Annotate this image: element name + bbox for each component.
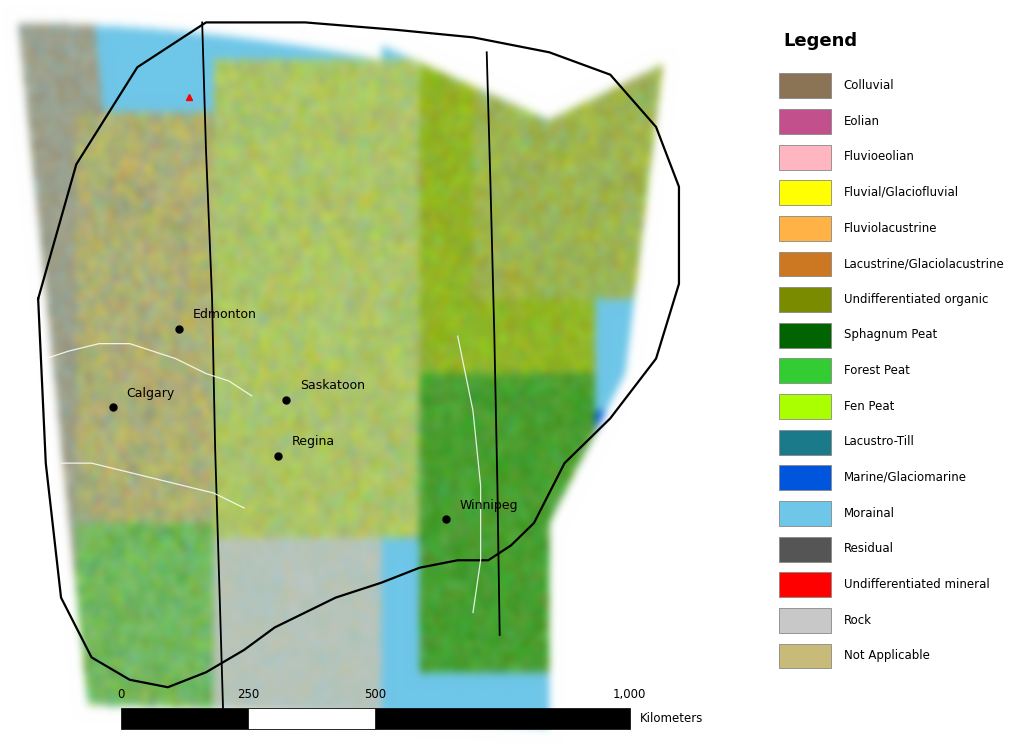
FancyBboxPatch shape [778, 323, 830, 348]
FancyBboxPatch shape [778, 430, 830, 455]
Text: Morainal: Morainal [844, 506, 895, 520]
FancyBboxPatch shape [778, 180, 830, 205]
FancyBboxPatch shape [778, 288, 830, 312]
Text: Fluvioeolian: Fluvioeolian [844, 150, 914, 164]
Text: Eolian: Eolian [844, 114, 880, 128]
Text: 500: 500 [365, 688, 386, 701]
FancyBboxPatch shape [778, 359, 830, 383]
Text: Rock: Rock [844, 613, 871, 627]
Text: Fen Peat: Fen Peat [844, 400, 894, 413]
Text: Undifferentiated organic: Undifferentiated organic [844, 293, 988, 306]
FancyBboxPatch shape [778, 608, 830, 633]
FancyBboxPatch shape [778, 394, 830, 419]
Text: Saskatoon: Saskatoon [300, 379, 365, 392]
Text: Undifferentiated mineral: Undifferentiated mineral [844, 578, 989, 591]
Text: Winnipeg: Winnipeg [460, 499, 518, 512]
Text: Regina: Regina [292, 436, 335, 448]
FancyBboxPatch shape [778, 465, 830, 490]
Text: Legend: Legend [783, 32, 858, 50]
Text: Not Applicable: Not Applicable [844, 649, 930, 662]
FancyBboxPatch shape [778, 536, 830, 562]
Text: Colluvial: Colluvial [844, 79, 894, 92]
Text: Sphagnum Peat: Sphagnum Peat [844, 329, 937, 341]
Text: Residual: Residual [844, 542, 894, 555]
FancyBboxPatch shape [778, 216, 830, 241]
Text: 0: 0 [118, 688, 125, 701]
Text: Marine/Glaciomarine: Marine/Glaciomarine [844, 471, 967, 484]
Text: Calgary: Calgary [127, 387, 175, 400]
FancyBboxPatch shape [778, 73, 830, 99]
FancyBboxPatch shape [778, 643, 830, 669]
FancyBboxPatch shape [778, 145, 830, 170]
Text: Lacustrine/Glaciolacustrine: Lacustrine/Glaciolacustrine [844, 257, 1005, 270]
Bar [121, 708, 630, 729]
Text: Forest Peat: Forest Peat [844, 364, 909, 377]
FancyBboxPatch shape [778, 572, 830, 597]
Bar [249, 708, 376, 729]
Text: Lacustro-Till: Lacustro-Till [844, 436, 914, 448]
Text: Edmonton: Edmonton [193, 309, 257, 321]
Text: Kilometers: Kilometers [640, 712, 703, 725]
FancyBboxPatch shape [778, 501, 830, 526]
Text: 250: 250 [238, 688, 259, 701]
FancyBboxPatch shape [778, 109, 830, 134]
Text: Fluviolacustrine: Fluviolacustrine [844, 222, 937, 235]
FancyBboxPatch shape [778, 252, 830, 276]
Text: 1,000: 1,000 [613, 688, 646, 701]
Text: Fluvial/Glaciofluvial: Fluvial/Glaciofluvial [844, 186, 958, 199]
